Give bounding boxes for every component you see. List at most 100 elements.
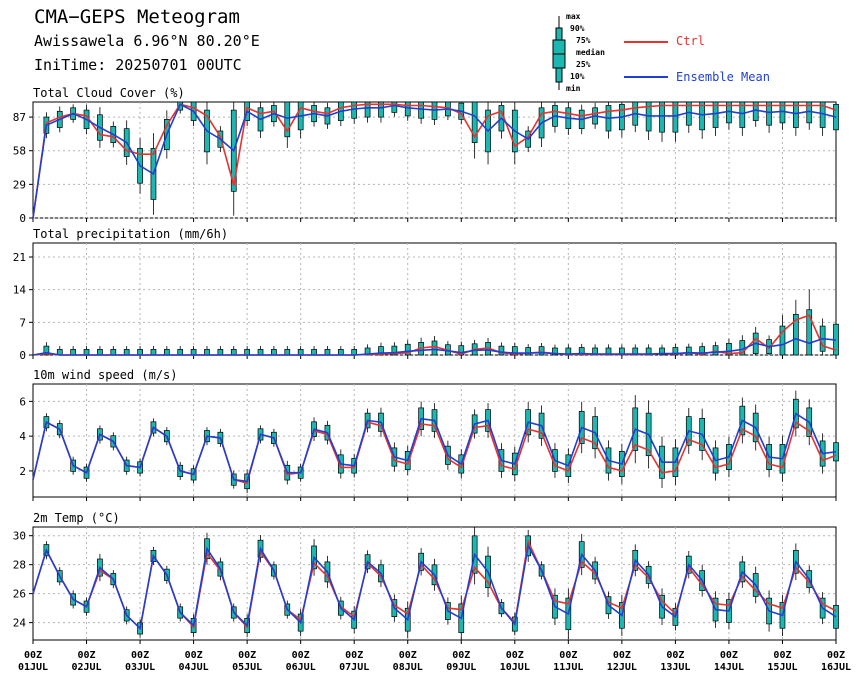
- precipitation-box-body: [325, 349, 330, 355]
- x-tick-date-label: 15JUL: [767, 662, 797, 673]
- x-tick-hour-label: 00Z: [399, 650, 417, 661]
- cloud-cover-box-body: [405, 102, 410, 116]
- cloud-cover-ytick-label: 0: [19, 212, 26, 225]
- precipitation-box-body: [312, 349, 317, 355]
- x-tick-hour-label: 00Z: [613, 650, 631, 661]
- x-tick-date-label: 02JUL: [71, 662, 101, 673]
- x-tick-hour-label: 00Z: [345, 650, 363, 661]
- precipitation-ytick-label: 21: [13, 251, 26, 264]
- temperature-ytick-label: 26: [13, 588, 26, 601]
- precipitation-box-body: [84, 349, 89, 355]
- precipitation-box-body: [218, 349, 223, 355]
- wind-speed-ytick-label: 2: [19, 465, 26, 478]
- precipitation-ensemble-box: [486, 338, 491, 355]
- cloud-cover-box-body: [419, 102, 424, 118]
- precipitation-box-body: [271, 349, 276, 355]
- cloud-cover-ensemble-box: [820, 102, 825, 136]
- cloud-cover-ensemble-box: [231, 102, 236, 216]
- panel-cloud-cover: 0 29 58 87 Total Cloud Cover (%): [13, 86, 839, 225]
- x-tick-date-label: 12JUL: [607, 662, 637, 673]
- cloud-cover-ensemble-box: [486, 102, 491, 164]
- x-tick-hour-label: 00Z: [773, 650, 791, 661]
- precipitation-title: Total precipitation (mm/6h): [33, 227, 228, 241]
- cloud-cover-ensemble-box: [673, 102, 678, 142]
- x-tick-hour-label: 00Z: [506, 650, 524, 661]
- cloud-cover-ensemble-box: [472, 102, 477, 159]
- precipitation-box-body: [713, 346, 718, 355]
- cloud-cover-box-body: [352, 102, 357, 118]
- cloud-cover-ensemble-box: [834, 102, 839, 137]
- precipitation-ensemble-box: [325, 346, 330, 355]
- precipitation-ensemble-box: [472, 340, 477, 355]
- precipitation-ensemble-box: [445, 341, 450, 355]
- precipitation-ensemble-box: [97, 346, 102, 355]
- x-tick-date-label: 13JUL: [660, 662, 690, 673]
- precipitation-ensemble-box: [820, 319, 825, 355]
- panel-precipitation: 071421Total precipitation (mm/6h): [13, 227, 839, 362]
- x-tick-date-label: 07JUL: [339, 662, 369, 673]
- cloud-cover-ytick-label: 29: [13, 178, 26, 191]
- x-axis-labels: 00Z01JUL00Z02JUL00Z03JUL00Z04JUL00Z05JUL…: [18, 650, 851, 673]
- precipitation-ensemble-box: [164, 346, 169, 355]
- precipitation-box-body: [432, 341, 437, 355]
- cloud-cover-ensemble-box: [740, 102, 745, 136]
- precipitation-box-body: [71, 349, 76, 355]
- precipitation-ensemble-box: [793, 300, 798, 355]
- panel-wind-speed: 2 4 6 10m wind speed (m/s): [19, 368, 838, 501]
- x-tick-date-label: 05JUL: [232, 662, 262, 673]
- cloud-cover-ytick-label: 58: [13, 145, 26, 158]
- precipitation-box-body: [97, 349, 102, 355]
- temperature-title: 2m Temp (°C): [33, 511, 120, 525]
- wind-speed-ytick-label: 6: [19, 395, 26, 408]
- precipitation-box-body: [124, 349, 129, 355]
- cloud-cover-ensemble-box: [713, 102, 718, 136]
- cloud-cover-ensemble-box: [646, 102, 651, 140]
- x-tick-hour-label: 00Z: [452, 650, 470, 661]
- x-tick-hour-label: 00Z: [720, 650, 738, 661]
- x-tick-hour-label: 00Z: [559, 650, 577, 661]
- precipitation-ytick-label: 14: [13, 284, 27, 297]
- cloud-cover-ensemble-box: [686, 102, 691, 133]
- x-tick-hour-label: 00Z: [131, 650, 149, 661]
- precipitation-box-body: [285, 349, 290, 355]
- precipitation-ytick-label: 7: [19, 316, 26, 329]
- x-tick-date-label: 14JUL: [714, 662, 744, 673]
- x-tick-date-label: 03JUL: [125, 662, 155, 673]
- x-tick-date-label: 06JUL: [286, 662, 316, 673]
- cloud-cover-title: Total Cloud Cover (%): [33, 86, 185, 100]
- panel-temperature: 242628302m Temp (°C): [13, 511, 839, 644]
- precipitation-box-body: [338, 349, 343, 355]
- meteogram-charts: 0 29 58 87 Total Cloud Cover (%)0 7 14 21 Total …: [0, 0, 859, 681]
- precipitation-ensemble-box: [285, 346, 290, 355]
- precipitation-box-body: [111, 349, 116, 355]
- temperature-ytick-label: 30: [13, 530, 26, 543]
- cloud-cover-ensemble-box: [700, 102, 705, 139]
- precipitation-ensemble-box: [258, 346, 263, 355]
- precipitation-box-body: [178, 349, 183, 355]
- precipitation-ensemble-box: [124, 346, 129, 355]
- x-tick-date-label: 01JUL: [18, 662, 48, 673]
- x-tick-date-label: 08JUL: [393, 662, 423, 673]
- precipitation-box-body: [191, 349, 196, 355]
- cloud-cover-ensemble-box: [633, 102, 638, 132]
- precipitation-ensemble-box: [84, 346, 89, 355]
- precipitation-ensemble-box: [191, 346, 196, 355]
- precipitation-ensemble-box: [218, 346, 223, 355]
- precipitation-box-body: [231, 349, 236, 355]
- cloud-cover-ensemble-box: [432, 102, 437, 125]
- cloud-cover-ytick-label: 87: [13, 111, 26, 124]
- precipitation-ensemble-box: [245, 346, 250, 355]
- precipitation-box-body: [164, 349, 169, 355]
- cloud-cover-ensemble-box: [512, 102, 517, 164]
- precipitation-ensemble-box: [298, 346, 303, 355]
- precipitation-box-body: [258, 349, 263, 355]
- cloud-cover-ensemble-box: [204, 102, 209, 164]
- precipitation-box-body: [151, 349, 156, 355]
- x-tick-date-label: 10JUL: [500, 662, 530, 673]
- wind-speed-ytick-label: 4: [19, 430, 26, 443]
- precipitation-ensemble-box: [57, 346, 62, 355]
- temperature-box-body: [834, 605, 839, 628]
- x-tick-hour-label: 00Z: [24, 650, 42, 661]
- x-tick-date-label: 16JUL: [821, 662, 851, 673]
- precipitation-ensemble-box: [204, 346, 209, 355]
